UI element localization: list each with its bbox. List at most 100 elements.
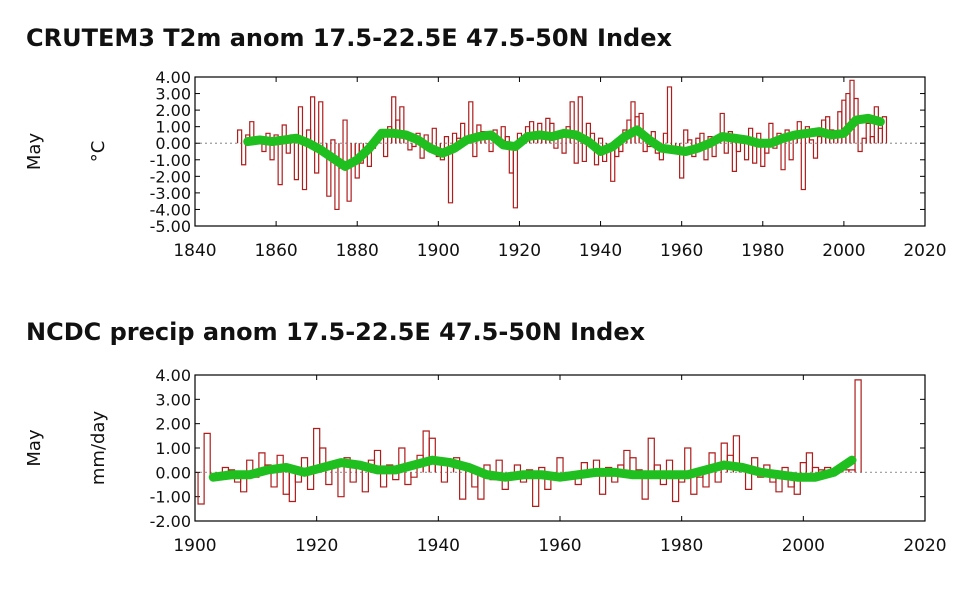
chart-1-bar-1936	[581, 143, 587, 163]
chart-1-bar-1913	[488, 143, 494, 153]
chart-1-xtick-label: 1940	[579, 241, 622, 261]
chart-2-bar-1944	[459, 472, 467, 500]
chart-2-bar-2007	[842, 469, 850, 473]
chart-1-bar-1968	[711, 143, 717, 158]
chart-2-bar-1904	[215, 472, 223, 481]
chart-2-bar-1946	[471, 472, 479, 488]
chart-1-bar-1929	[553, 143, 559, 149]
chart-1-bar-1902	[443, 136, 450, 144]
chart-2-bar-1932	[386, 464, 394, 473]
chart-2-bar-1926	[349, 472, 357, 483]
chart-1-bar-1865	[293, 143, 300, 181]
chart-1-bar-1878	[346, 143, 352, 202]
chart-1-bar-1980	[760, 143, 766, 167]
chart-1-bar-1851	[236, 129, 243, 144]
chart-1-bar-1931	[561, 143, 567, 154]
chart-2-bar-1941	[440, 472, 449, 483]
chart-1-bar-1965	[699, 132, 705, 144]
chart-1-ytick-label: -1.00	[150, 151, 191, 170]
chart-2-bar-1937	[416, 454, 424, 473]
chart-2-bar-1942	[446, 464, 455, 473]
chart-1-ytick-label: -3.00	[150, 184, 191, 203]
chart-2-bar-2000	[799, 462, 807, 473]
chart-1-bar-1874	[330, 139, 336, 144]
chart-1-bar-1960	[679, 143, 685, 179]
chart-2-bar-1998	[787, 472, 795, 488]
chart-2-bar-1918	[300, 457, 309, 473]
chart-1-bar-1870	[314, 143, 320, 174]
chart-1-ytick-label: -5.00	[150, 217, 191, 236]
chart-1-ytick-label: 0.00	[155, 134, 191, 153]
chart-2-bar-1976	[653, 464, 661, 473]
chart-1-bar-1985	[780, 143, 786, 171]
chart-2-bar-1953	[513, 464, 522, 473]
chart-2-bar-1995	[769, 472, 777, 483]
chart-2-bar-1924	[337, 472, 345, 498]
chart-1-ytick-label: 4.00	[155, 68, 191, 87]
chart-2-bar-1968	[605, 466, 613, 473]
chart-2-bar-1990	[738, 464, 747, 473]
chart-2-bar-1956	[532, 472, 540, 507]
chart-2-bar-1929	[367, 459, 376, 473]
chart-2-bar-1971	[623, 449, 631, 473]
chart-2-bar-1916	[288, 472, 296, 503]
chart-1-bar-1909	[472, 143, 478, 158]
chart-2-bar-1974	[641, 472, 649, 500]
chart-1-bar-2010	[881, 116, 888, 144]
chart-1-bar-1869	[309, 96, 316, 144]
chart-2-bar-1955	[525, 469, 534, 473]
chart-2-bar-1952	[507, 472, 515, 478]
chart-2-bar-1907	[233, 472, 242, 483]
chart-1-bar-1943	[610, 143, 616, 182]
chart-1-bar-1992	[808, 139, 815, 144]
chart-2-plot-frame	[194, 374, 926, 522]
chart-2-bar-1954	[519, 472, 528, 483]
chart-2-bar-1977	[659, 472, 668, 486]
chart-1-bar-1873	[326, 143, 332, 197]
chart-1-bar-1887	[382, 143, 389, 158]
chart-2-bar-1908	[240, 472, 248, 493]
chart-1-bar-1951	[642, 143, 648, 153]
chart-2-bar-2004	[824, 466, 832, 473]
chart-1-bar-1871	[318, 101, 324, 144]
chart-2-bar-2008	[848, 469, 856, 473]
chart-1-bar-1866	[297, 106, 304, 144]
chart-2-bar-1903	[209, 472, 217, 478]
chart-2-bar-1945	[465, 466, 473, 473]
chart-1-bar-1861	[277, 143, 283, 186]
chart-1-plot-frame	[194, 76, 926, 227]
chart-2-bar-1901	[197, 472, 205, 505]
chart-1-bar-1917	[504, 136, 510, 144]
chart-2-bar-1991	[744, 472, 753, 490]
chart-2-bar-1970	[617, 464, 625, 473]
chart-2-xtick-label: 1920	[295, 536, 338, 556]
chart-2-bar-1915	[282, 472, 290, 495]
chart-2-ytick-label: 0.00	[155, 463, 191, 482]
chart-2-bar-1947	[477, 472, 485, 500]
chart-1-bar-1934	[573, 143, 579, 164]
chart-2-bar-1964	[580, 462, 588, 473]
chart-2-ytick-label: 2.00	[155, 415, 191, 434]
chart-2-bar-1960	[556, 457, 564, 473]
chart-1-bar-1935	[577, 96, 583, 144]
chart-1-bar-1974	[735, 143, 742, 153]
chart-2-bar-1983	[696, 472, 704, 478]
chart-2-xtick-label: 1980	[660, 536, 703, 556]
chart-2-bar-1961	[562, 472, 570, 481]
chart-2-bar-1963	[574, 472, 582, 486]
chart-2-bar-1921	[319, 447, 327, 473]
chart-1-bar-1971	[723, 143, 729, 154]
chart-1-bar-1933	[569, 101, 575, 144]
chart-2-bar-1958	[544, 472, 552, 490]
chart-2-bar-1910	[252, 472, 260, 478]
chart-2-bar-1980	[678, 472, 686, 483]
chart-2-bar-1943	[452, 457, 461, 473]
chart-2-bar-1936	[410, 472, 418, 478]
temperature-chart: 4.003.002.001.000.00-1.00-2.00-3.00-4.00…	[24, 68, 947, 261]
chart-2-bar-1909	[246, 459, 254, 473]
chart-2-ytick-label: 1.00	[155, 439, 191, 458]
chart-1-xtick-label: 1960	[660, 241, 703, 261]
chart-1-bar-1903	[447, 143, 454, 204]
chart-2-bar-1997	[781, 466, 789, 473]
chart-1-bar-1981	[764, 143, 770, 154]
